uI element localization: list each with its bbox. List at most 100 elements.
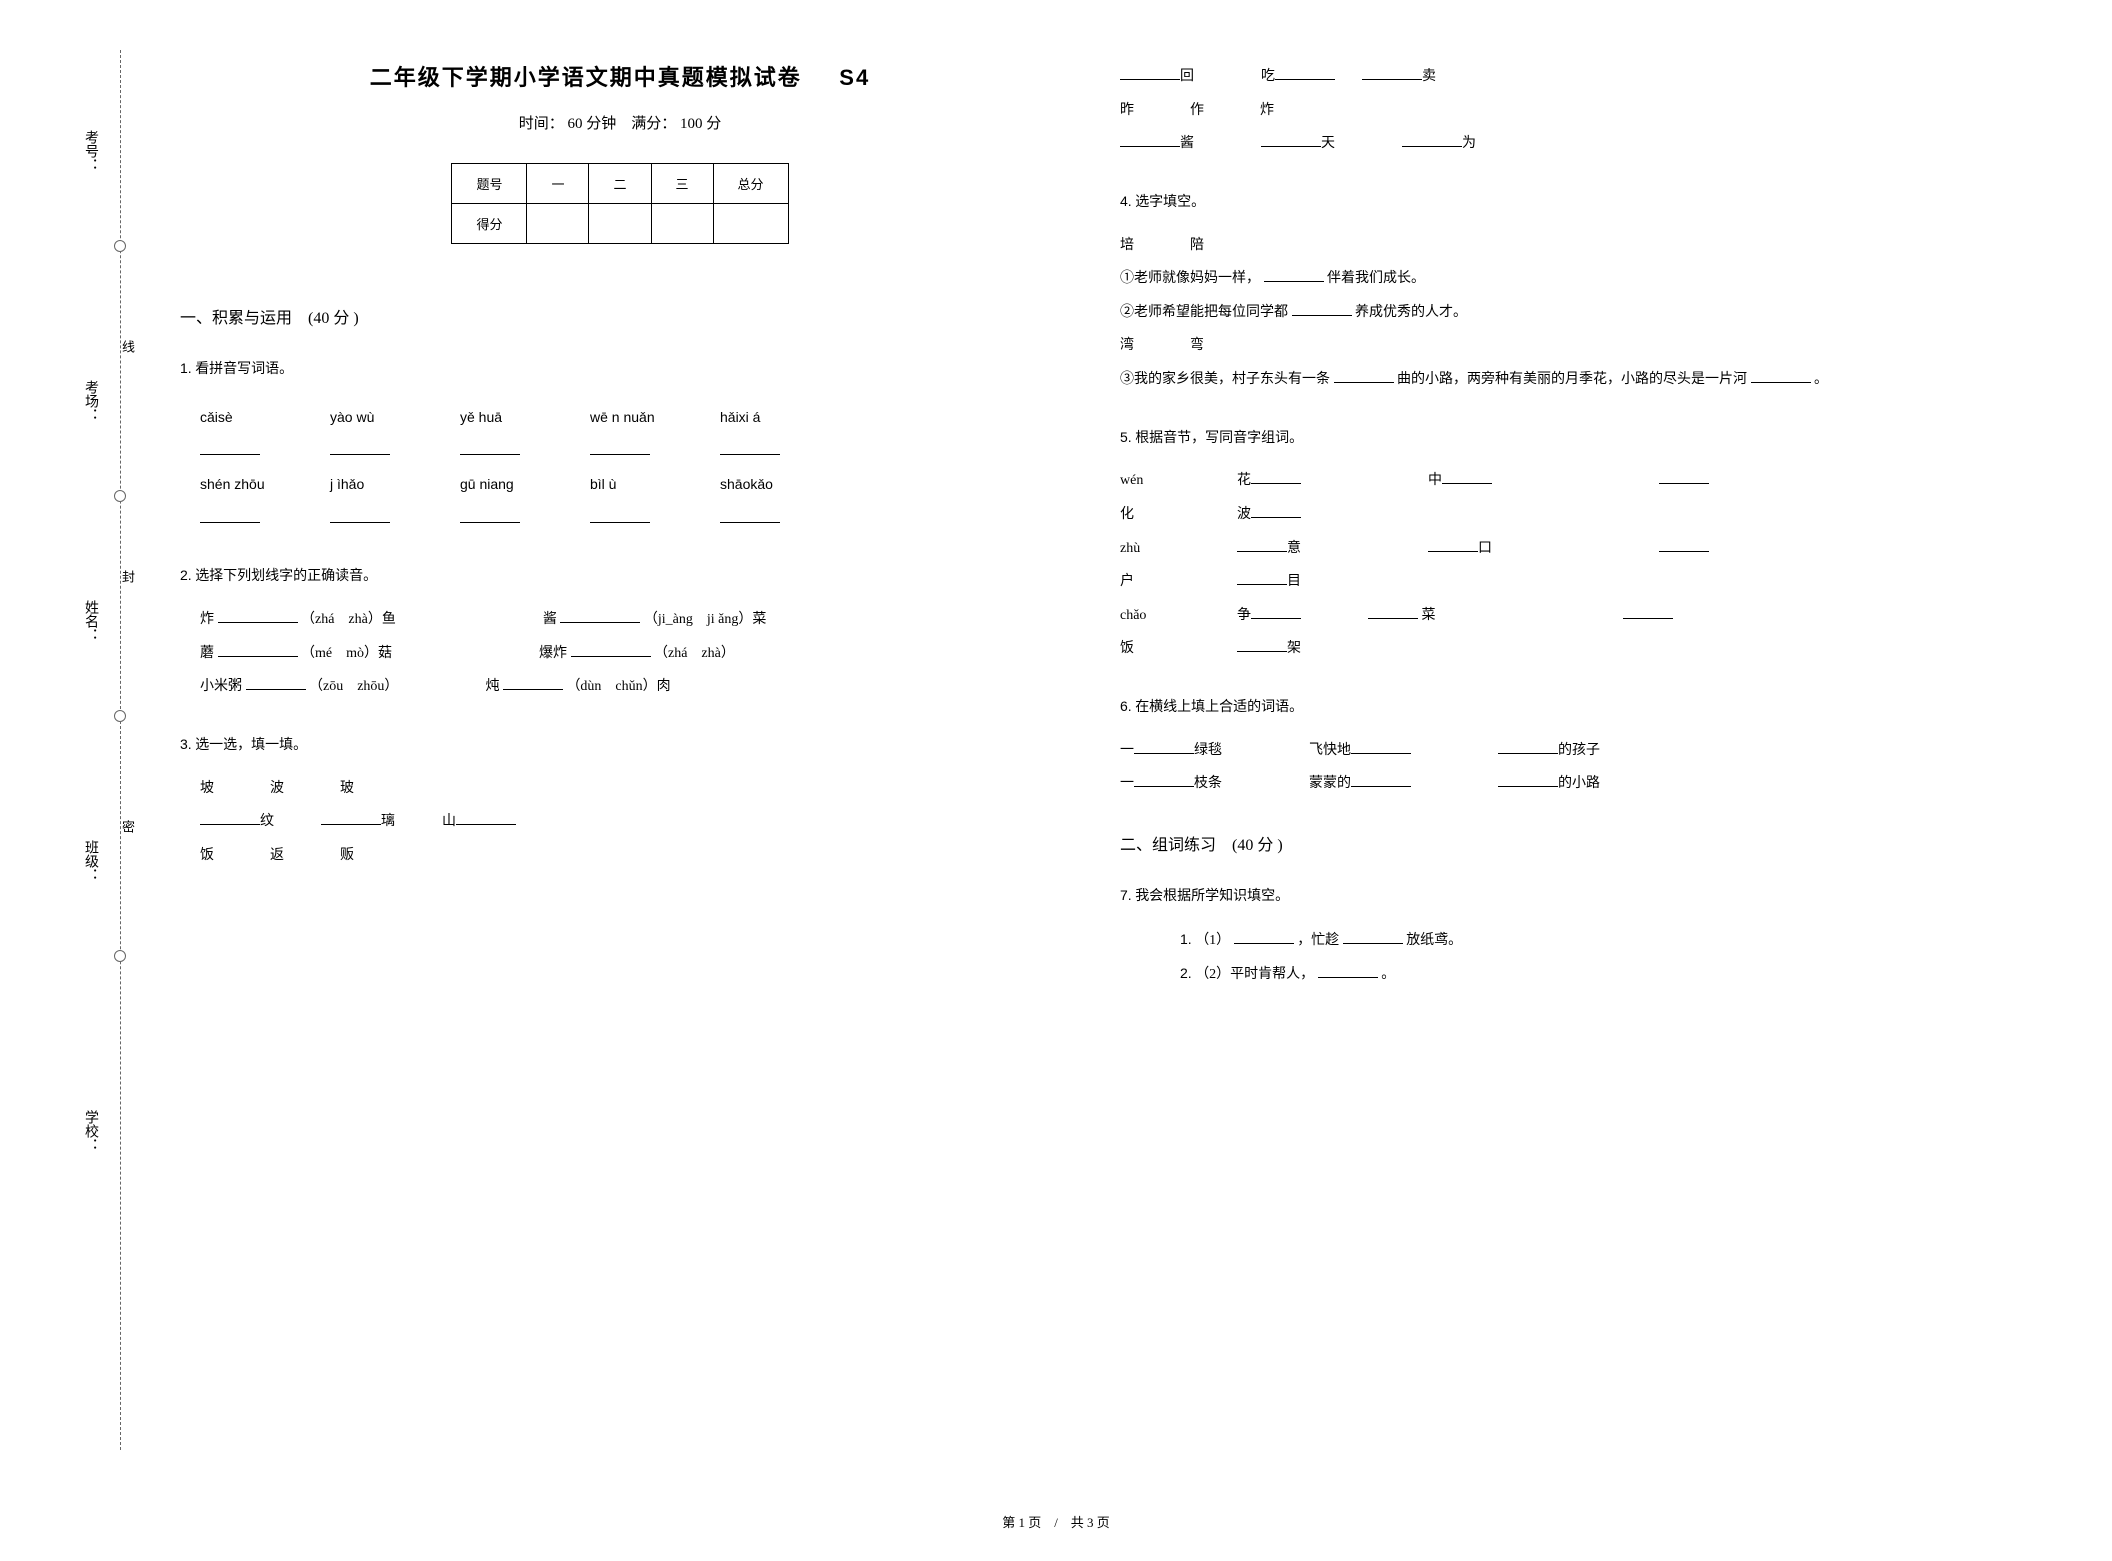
answer-blank[interactable] — [1428, 536, 1478, 552]
binding-circle — [114, 710, 126, 722]
blank-row — [200, 434, 1060, 468]
prefix: 吃 — [1261, 69, 1275, 84]
answer-blank[interactable] — [1237, 536, 1287, 552]
suffix: 酱 — [1180, 136, 1194, 151]
answer-blank[interactable] — [460, 439, 520, 455]
answer-blank[interactable] — [1251, 502, 1301, 518]
answer-blank[interactable] — [330, 439, 390, 455]
answer-blank[interactable] — [1237, 636, 1287, 652]
q-text: 选择下列划线字的正确读音。 — [195, 569, 377, 584]
answer-blank[interactable] — [200, 507, 260, 523]
pinyin: shāokǎo — [720, 468, 820, 502]
answer-blank[interactable] — [456, 809, 516, 825]
suffix: 天 — [1321, 136, 1335, 151]
pinyin-row: shén zhōu j ìhǎo gū niang bìl ù shāokǎo — [200, 468, 1060, 502]
answer-blank[interactable] — [1498, 771, 1558, 787]
answer-blank[interactable] — [1623, 603, 1673, 619]
answer-blank[interactable] — [460, 507, 520, 523]
q-num: 4. — [1120, 193, 1132, 209]
score-cell[interactable] — [589, 204, 651, 244]
page-footer: 第 1 页 / 共 3 页 — [0, 1512, 2112, 1531]
suffix: 的孩子 — [1558, 743, 1600, 758]
pinyin: zhù — [1120, 532, 1190, 566]
char: 波 — [1237, 507, 1251, 522]
answer-blank[interactable] — [1318, 962, 1378, 978]
answer-blank[interactable] — [503, 674, 563, 690]
pinyin: wén — [1120, 464, 1190, 498]
answer-blank[interactable] — [1234, 928, 1294, 944]
answer-blank[interactable] — [1120, 131, 1180, 147]
options: （zhá zhà） — [654, 646, 735, 661]
char: 炖 — [485, 679, 499, 694]
q-num: 3. — [180, 736, 192, 752]
answer-blank[interactable] — [1362, 64, 1422, 80]
answer-blank[interactable] — [1402, 131, 1462, 147]
answer-blank[interactable] — [720, 507, 780, 523]
sub-num: 1. — [1180, 931, 1192, 947]
pinyin: cǎisè — [200, 401, 300, 435]
answer-blank[interactable] — [1334, 367, 1394, 383]
options: （dùn chǔn）肉 — [566, 679, 670, 694]
options: （mé mò）菇 — [301, 646, 392, 661]
exam-title: 二年级下学期小学语文期中真题模拟试卷 — [370, 65, 802, 90]
pinyin: shén zhōu — [200, 468, 300, 502]
col-header: 总分 — [713, 164, 788, 204]
score-cell[interactable] — [527, 204, 589, 244]
answer-blank[interactable] — [330, 507, 390, 523]
col-header: 题号 — [452, 164, 527, 204]
answer-blank[interactable] — [1251, 603, 1301, 619]
char: 意 — [1287, 541, 1301, 556]
answer-blank[interactable] — [218, 607, 298, 623]
answer-blank[interactable] — [590, 507, 650, 523]
answer-blank[interactable] — [1261, 131, 1321, 147]
answer-blank[interactable] — [1751, 367, 1811, 383]
answer-blank[interactable] — [200, 439, 260, 455]
answer-blank[interactable] — [246, 674, 306, 690]
answer-blank[interactable] — [200, 809, 260, 825]
answer-blank[interactable] — [1351, 771, 1411, 787]
answer-blank[interactable] — [1275, 64, 1335, 80]
score-cell[interactable] — [713, 204, 788, 244]
score-cell[interactable] — [651, 204, 713, 244]
binding-margin: 考号： 线 考场： 封 姓名： 班级： 密 学校： — [30, 50, 150, 1450]
seal-label-mi: 密 — [118, 820, 137, 833]
answer-blank[interactable] — [1264, 266, 1324, 282]
score-value-row: 得分 — [452, 204, 788, 244]
answer-blank[interactable] — [1120, 64, 1180, 80]
char: 争 — [1237, 608, 1251, 623]
answer-blank[interactable] — [1368, 603, 1418, 619]
score-header-row: 题号 一 二 三 总分 — [452, 164, 788, 204]
answer-blank[interactable] — [1659, 536, 1709, 552]
answer-blank[interactable] — [1134, 771, 1194, 787]
binding-label-exam-id: 考号： — [80, 130, 100, 172]
answer-blank[interactable] — [571, 641, 651, 657]
answer-blank[interactable] — [1659, 468, 1709, 484]
answer-blank[interactable] — [1134, 738, 1194, 754]
answer-blank[interactable] — [1292, 300, 1352, 316]
suffix: 的小路 — [1558, 776, 1600, 791]
choice-line: 培 陪 — [1120, 229, 2000, 263]
answer-blank[interactable] — [720, 439, 780, 455]
char: 饭 — [1120, 632, 1190, 666]
char: 小米粥 — [200, 679, 242, 694]
options: （zōu zhōu） — [309, 679, 398, 694]
answer-blank[interactable] — [321, 809, 381, 825]
suffix: 回 — [1180, 69, 1194, 84]
binding-label-name: 姓名： — [80, 600, 100, 642]
sentence-part: ①老师就像妈妈一样， — [1120, 271, 1260, 286]
pinyin: wē n nuǎn — [590, 401, 690, 435]
answer-blank[interactable] — [1498, 738, 1558, 754]
answer-blank[interactable] — [1251, 468, 1301, 484]
answer-blank[interactable] — [590, 439, 650, 455]
answer-blank[interactable] — [1343, 928, 1403, 944]
answer-blank[interactable] — [1442, 468, 1492, 484]
answer-blank[interactable] — [218, 641, 298, 657]
left-column: 二年级下学期小学语文期中真题模拟试卷 S4 时间： 60 分钟 满分： 100 … — [180, 60, 1060, 1017]
pinyin: yě huā — [460, 401, 560, 435]
pinyin: chǎo — [1120, 599, 1190, 633]
answer-blank[interactable] — [1351, 738, 1411, 754]
question-3-continued: 回 吃 卖 昨 作 炸 酱 天 为 — [1120, 60, 2000, 161]
answer-blank[interactable] — [1237, 569, 1287, 585]
answer-blank[interactable] — [560, 607, 640, 623]
pinyin: bìl ù — [590, 468, 690, 502]
